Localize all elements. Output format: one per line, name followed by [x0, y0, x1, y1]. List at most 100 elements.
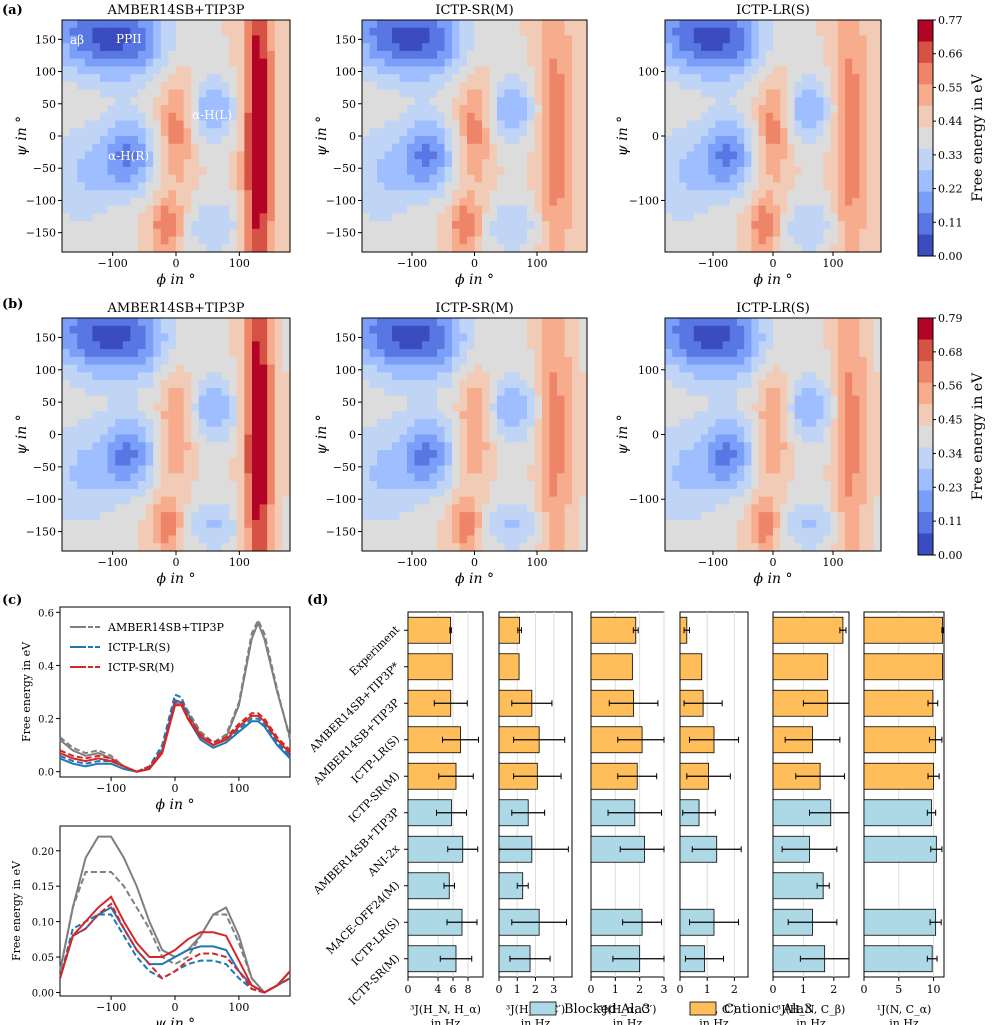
heatmap-cell [489, 58, 498, 67]
heatmap-cell [801, 213, 810, 222]
heatmap-cell [729, 450, 738, 459]
heatmap-cell [392, 166, 401, 176]
heatmap-cell [512, 372, 521, 381]
heatmap-cell [244, 364, 253, 373]
heatmap-cell [429, 81, 438, 91]
heatmap-cell [115, 333, 124, 342]
heatmap-cell [92, 465, 101, 474]
heatmap-cell [830, 43, 839, 52]
heatmap-cell [715, 333, 724, 342]
heatmap-cell [145, 543, 154, 552]
heatmap-cell [236, 364, 245, 373]
heatmap-cell [852, 244, 860, 253]
heatmap-cell [497, 120, 506, 129]
heatmap-cell [274, 244, 283, 253]
heatmap-cell [489, 372, 498, 381]
heatmap-cell [62, 174, 71, 183]
heatmap-cell [729, 535, 738, 544]
heatmap-cell [138, 333, 147, 342]
heatmap-cell [84, 380, 93, 389]
heatmap-cell [100, 364, 109, 373]
heatmap-cell [183, 434, 192, 443]
heatmap-cell [62, 27, 71, 37]
heatmap-cell [107, 213, 116, 222]
heatmap-cell [482, 512, 491, 521]
heatmap-cell [252, 120, 261, 129]
heatmap-cell [274, 387, 283, 397]
heatmap-cell [414, 205, 423, 214]
heatmap-cell [564, 143, 573, 153]
heatmap-cell [489, 136, 498, 145]
heatmap-cell [715, 43, 724, 52]
heatmap-cell [252, 426, 261, 436]
heatmap-cell [384, 81, 393, 91]
heatmap-cell [542, 527, 551, 537]
heatmap-cell [77, 27, 86, 37]
heatmap-cell [665, 488, 673, 498]
heatmap-cell [107, 120, 116, 129]
heatmap-cell [138, 35, 147, 44]
heatmap-cell [497, 387, 506, 397]
heatmap-cell [244, 380, 253, 389]
heatmap-cell [229, 105, 238, 114]
heatmap-cell [198, 20, 207, 29]
heatmap-cell [168, 89, 177, 98]
heatmap-cell [444, 349, 453, 358]
heatmap-cell [519, 387, 528, 397]
heatmap-cell [407, 182, 416, 191]
heatmap-cell [214, 89, 223, 98]
heatmap-cell [679, 50, 688, 60]
heatmap-cell [399, 426, 408, 436]
heatmap-cell [708, 128, 716, 137]
heatmap-cell [564, 512, 573, 521]
heatmap-cell [384, 411, 393, 420]
heatmap-cell [407, 151, 416, 160]
heatmap-cell [369, 105, 378, 114]
heatmap-cell [362, 112, 371, 122]
heatmap-cell [407, 442, 416, 451]
heatmap-cell [282, 151, 291, 160]
heatmap-cell [244, 205, 253, 214]
heatmap-cell [564, 81, 573, 91]
heatmap-cell [737, 174, 745, 183]
heatmap-cell [579, 81, 588, 91]
heatmap-cell [665, 50, 673, 60]
heatmap-cell [236, 159, 245, 168]
heatmap-cell [534, 380, 543, 389]
y-tick-label: −100 [629, 194, 659, 207]
heatmap-cell [572, 128, 581, 137]
heatmap-cell [482, 481, 491, 490]
heatmap-cell [236, 465, 245, 474]
heatmap-cell [168, 136, 177, 145]
heatmap-cell [429, 318, 438, 327]
heatmap-cell [744, 387, 752, 397]
heatmap-cell [214, 442, 223, 451]
heatmap-cell [130, 105, 139, 114]
heatmap-cell [369, 426, 378, 436]
heatmap-cell [452, 43, 461, 52]
heatmap-cell [244, 159, 253, 168]
heatmap-cell [497, 512, 506, 521]
heatmap-cell [549, 128, 558, 137]
heatmap-cell [160, 50, 169, 60]
heatmap-cell [686, 174, 695, 183]
heatmap-cell [729, 395, 738, 405]
heatmap-cell [92, 380, 101, 389]
heatmap-cell [221, 527, 230, 537]
heatmap-cell [437, 380, 446, 389]
heatmap-cell [176, 473, 185, 482]
heatmap-cell [221, 174, 230, 183]
heatmap-cell [679, 58, 688, 67]
heatmap-cell [444, 387, 453, 397]
heatmap-cell [206, 481, 215, 490]
heatmap-cell [773, 97, 781, 106]
heatmap-cell [809, 159, 817, 168]
heatmap-cell [693, 488, 702, 498]
heatmap-cell [407, 43, 416, 52]
heatmap-cell [787, 81, 796, 91]
heatmap-cell [780, 35, 788, 44]
heatmap-cell [482, 89, 491, 98]
heatmap-cell [168, 465, 177, 474]
heatmap-cell [845, 182, 853, 191]
heatmap-cell [665, 504, 673, 513]
